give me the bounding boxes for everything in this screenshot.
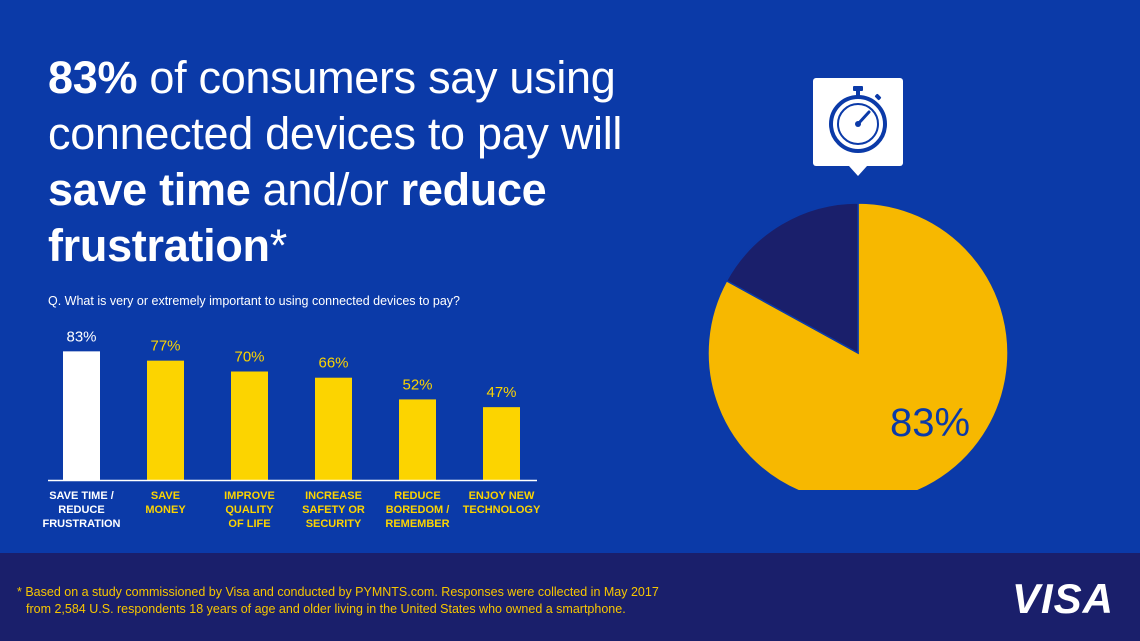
bar-value-label-1: 77% [150,338,180,355]
bar-2 [231,371,268,480]
headline-asterisk: * [269,220,288,271]
bar-5 [483,407,520,480]
category-label-4: REDUCE BOREDOM / REMEMBER [385,490,449,530]
bar-value-label-3: 66% [318,355,348,372]
pie-slice-1 [725,202,859,355]
headline-reduce-frustration: reduce frustration [48,164,547,271]
bar-value-label-5: 47% [486,384,516,401]
stopwatch-bubble [813,78,903,176]
pie-slice-label-0: 83% [890,401,970,445]
visa-logo: VISA [1011,575,1114,622]
bar-chart: 83% SAVE TIME / REDUCE FRUSTRATION 77% SAVE MO… [42,328,541,530]
bar-value-label-4: 52% [402,376,432,393]
headline-text-1: of consumers say using connected devices… [48,52,623,159]
footer: * Based on a study commissioned by Visa … [0,553,1140,641]
footnote-line-1: * Based on a study commissioned by Visa … [17,585,659,599]
stopwatch-icon [829,86,887,153]
category-label-0: SAVE TIME / REDUCE FRUSTRATION [42,490,120,530]
bar-3 [315,377,352,480]
bar-value-label-2: 70% [234,349,264,366]
bar-value-label-0: 83% [66,328,96,345]
category-label-1: SAVE MONEY [145,490,186,516]
headline: 83% of consumers say using connected dev… [48,50,668,274]
bar-0 [63,351,100,480]
headline-save-time: save time [48,164,251,215]
footnote-line-2: from 2,584 U.S. respondents 18 years of … [26,602,626,616]
category-label-2: IMPROVE QUALITY OF LIFE [224,490,275,530]
footnote: * Based on a study commissioned by Visa … [17,584,717,618]
bar-1 [147,360,184,480]
category-label-5: ENJOY NEW TECHNOLOGY [463,490,541,516]
pie-chart: 83% [707,202,1009,490]
headline-stat: 83% [48,52,138,103]
survey-question: Q. What is very or extremely important t… [48,294,460,308]
headline-text-2: and/or [250,164,401,215]
bar-4 [399,399,436,480]
category-label-3: INCREASE SAFETY OR SECURITY [302,490,365,530]
